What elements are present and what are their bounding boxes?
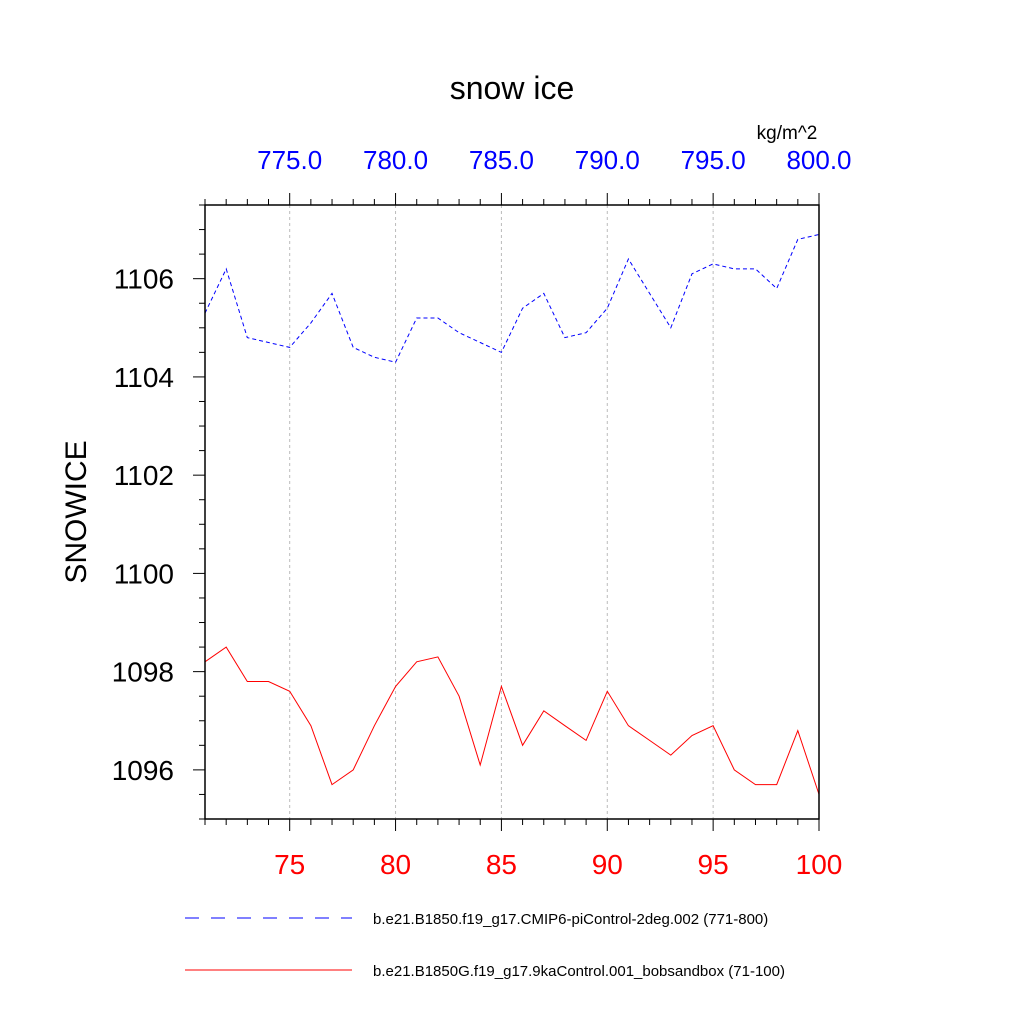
legend: b.e21.B1850.f19_g17.CMIP6-piControl-2deg…	[185, 911, 785, 980]
bottom-tick-label-90: 90	[592, 849, 623, 880]
bottom-tick-label-100: 100	[796, 849, 843, 880]
top-tick-label-775: 775.0	[257, 145, 322, 175]
y-axis-label: SNOWICE	[60, 440, 93, 583]
y-tick-label-1100: 1100	[114, 558, 174, 589]
top-tick-label-785: 785.0	[469, 145, 534, 175]
bottom-tick-label-75: 75	[274, 849, 305, 880]
chart-title: snow ice	[450, 70, 575, 106]
plot-frame	[204, 204, 820, 820]
series-line-0	[204, 234, 820, 363]
tick-labels: 75 80 85 90 95 100 775.0 780.0 785.0 790.0 795.0 80…	[112, 145, 852, 880]
bottom-tick-label-80: 80	[380, 849, 411, 880]
y-tick-label-1104: 1104	[114, 362, 174, 393]
axis-ticks	[193, 193, 820, 831]
legend-label-red-series: b.e21.B1850G.f19_g17.9kaControl.001_bobs…	[373, 963, 785, 980]
y-tick-label-1098: 1098	[112, 657, 174, 688]
units-label: kg/m^2	[757, 123, 818, 144]
y-tick-label-1096: 1096	[112, 755, 174, 786]
bottom-tick-label-85: 85	[486, 849, 517, 880]
series-line-1	[204, 646, 820, 795]
top-tick-label-790: 790.0	[575, 145, 640, 175]
bottom-tick-label-95: 95	[698, 849, 729, 880]
series-layer	[204, 234, 820, 795]
grid-lines	[289, 205, 820, 819]
top-tick-label-795: 795.0	[681, 145, 746, 175]
y-tick-label-1106: 1106	[114, 264, 174, 295]
top-tick-label-800: 800.0	[786, 145, 851, 175]
top-tick-label-780: 780.0	[363, 145, 428, 175]
y-tick-label-1102: 1102	[114, 460, 174, 491]
legend-label-blue-series: b.e21.B1850.f19_g17.CMIP6-piControl-2deg…	[373, 911, 768, 928]
